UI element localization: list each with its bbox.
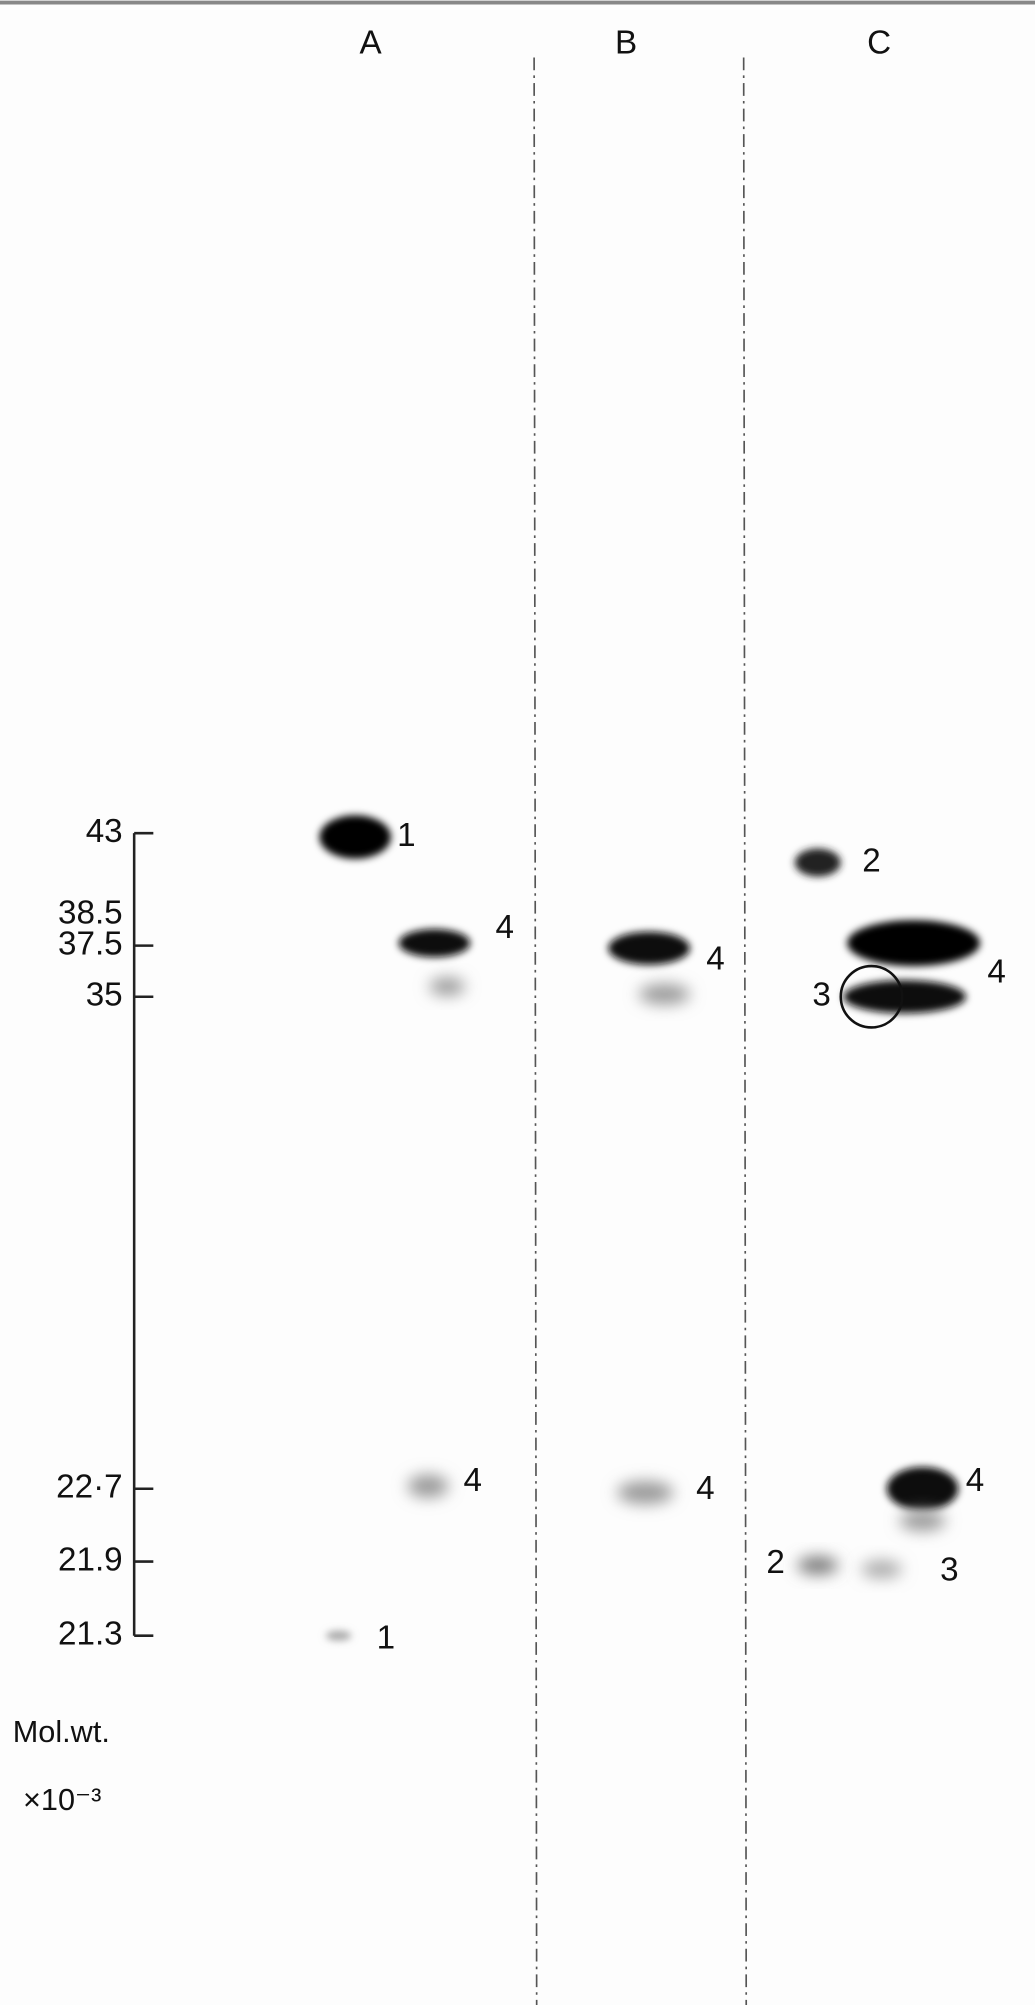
lane-label: C [867,25,891,62]
axis-label: Mol.wt. [13,1715,110,1749]
band [617,1481,673,1504]
band [843,980,966,1013]
band-label: 4 [706,941,724,978]
band [797,1556,838,1574]
lane-label: A [359,25,382,62]
band-label: 2 [862,842,880,879]
band-label: 4 [464,1462,482,1499]
lane-label: B [615,25,637,62]
band-label: 4 [696,1470,714,1507]
band [847,920,980,966]
band-label: 4 [495,909,513,946]
axis-unit: ×10⁻³ [23,1783,101,1817]
band-label: 1 [377,1619,395,1656]
marker-label: 22·7 [56,1469,122,1506]
marker-label: 37.5 [58,925,123,962]
band [900,1510,946,1530]
band [399,929,471,957]
marker-label: 21.9 [58,1541,123,1578]
band [429,978,465,996]
band-label: 4 [966,1462,984,1499]
band-label: 1 [397,817,415,854]
band [861,1560,902,1578]
page: ABC4338.537.53522·721.921.3Mol.wt.×10⁻³1… [0,0,1035,2005]
marker-label: 35 [86,977,123,1014]
band [608,932,690,965]
band [887,1467,959,1510]
band [639,984,690,1004]
band-label: 3 [812,977,830,1014]
gel-figure: ABC4338.537.53522·721.921.3Mol.wt.×10⁻³1… [0,0,1035,2005]
band-label: 4 [987,954,1005,991]
marker-label: 43 [86,813,123,850]
band [326,1631,352,1641]
band [795,849,841,877]
band [319,815,391,858]
band-label: 3 [940,1552,958,1589]
band [408,1475,449,1498]
marker-label: 21.3 [58,1615,123,1652]
band-label: 2 [766,1544,784,1581]
